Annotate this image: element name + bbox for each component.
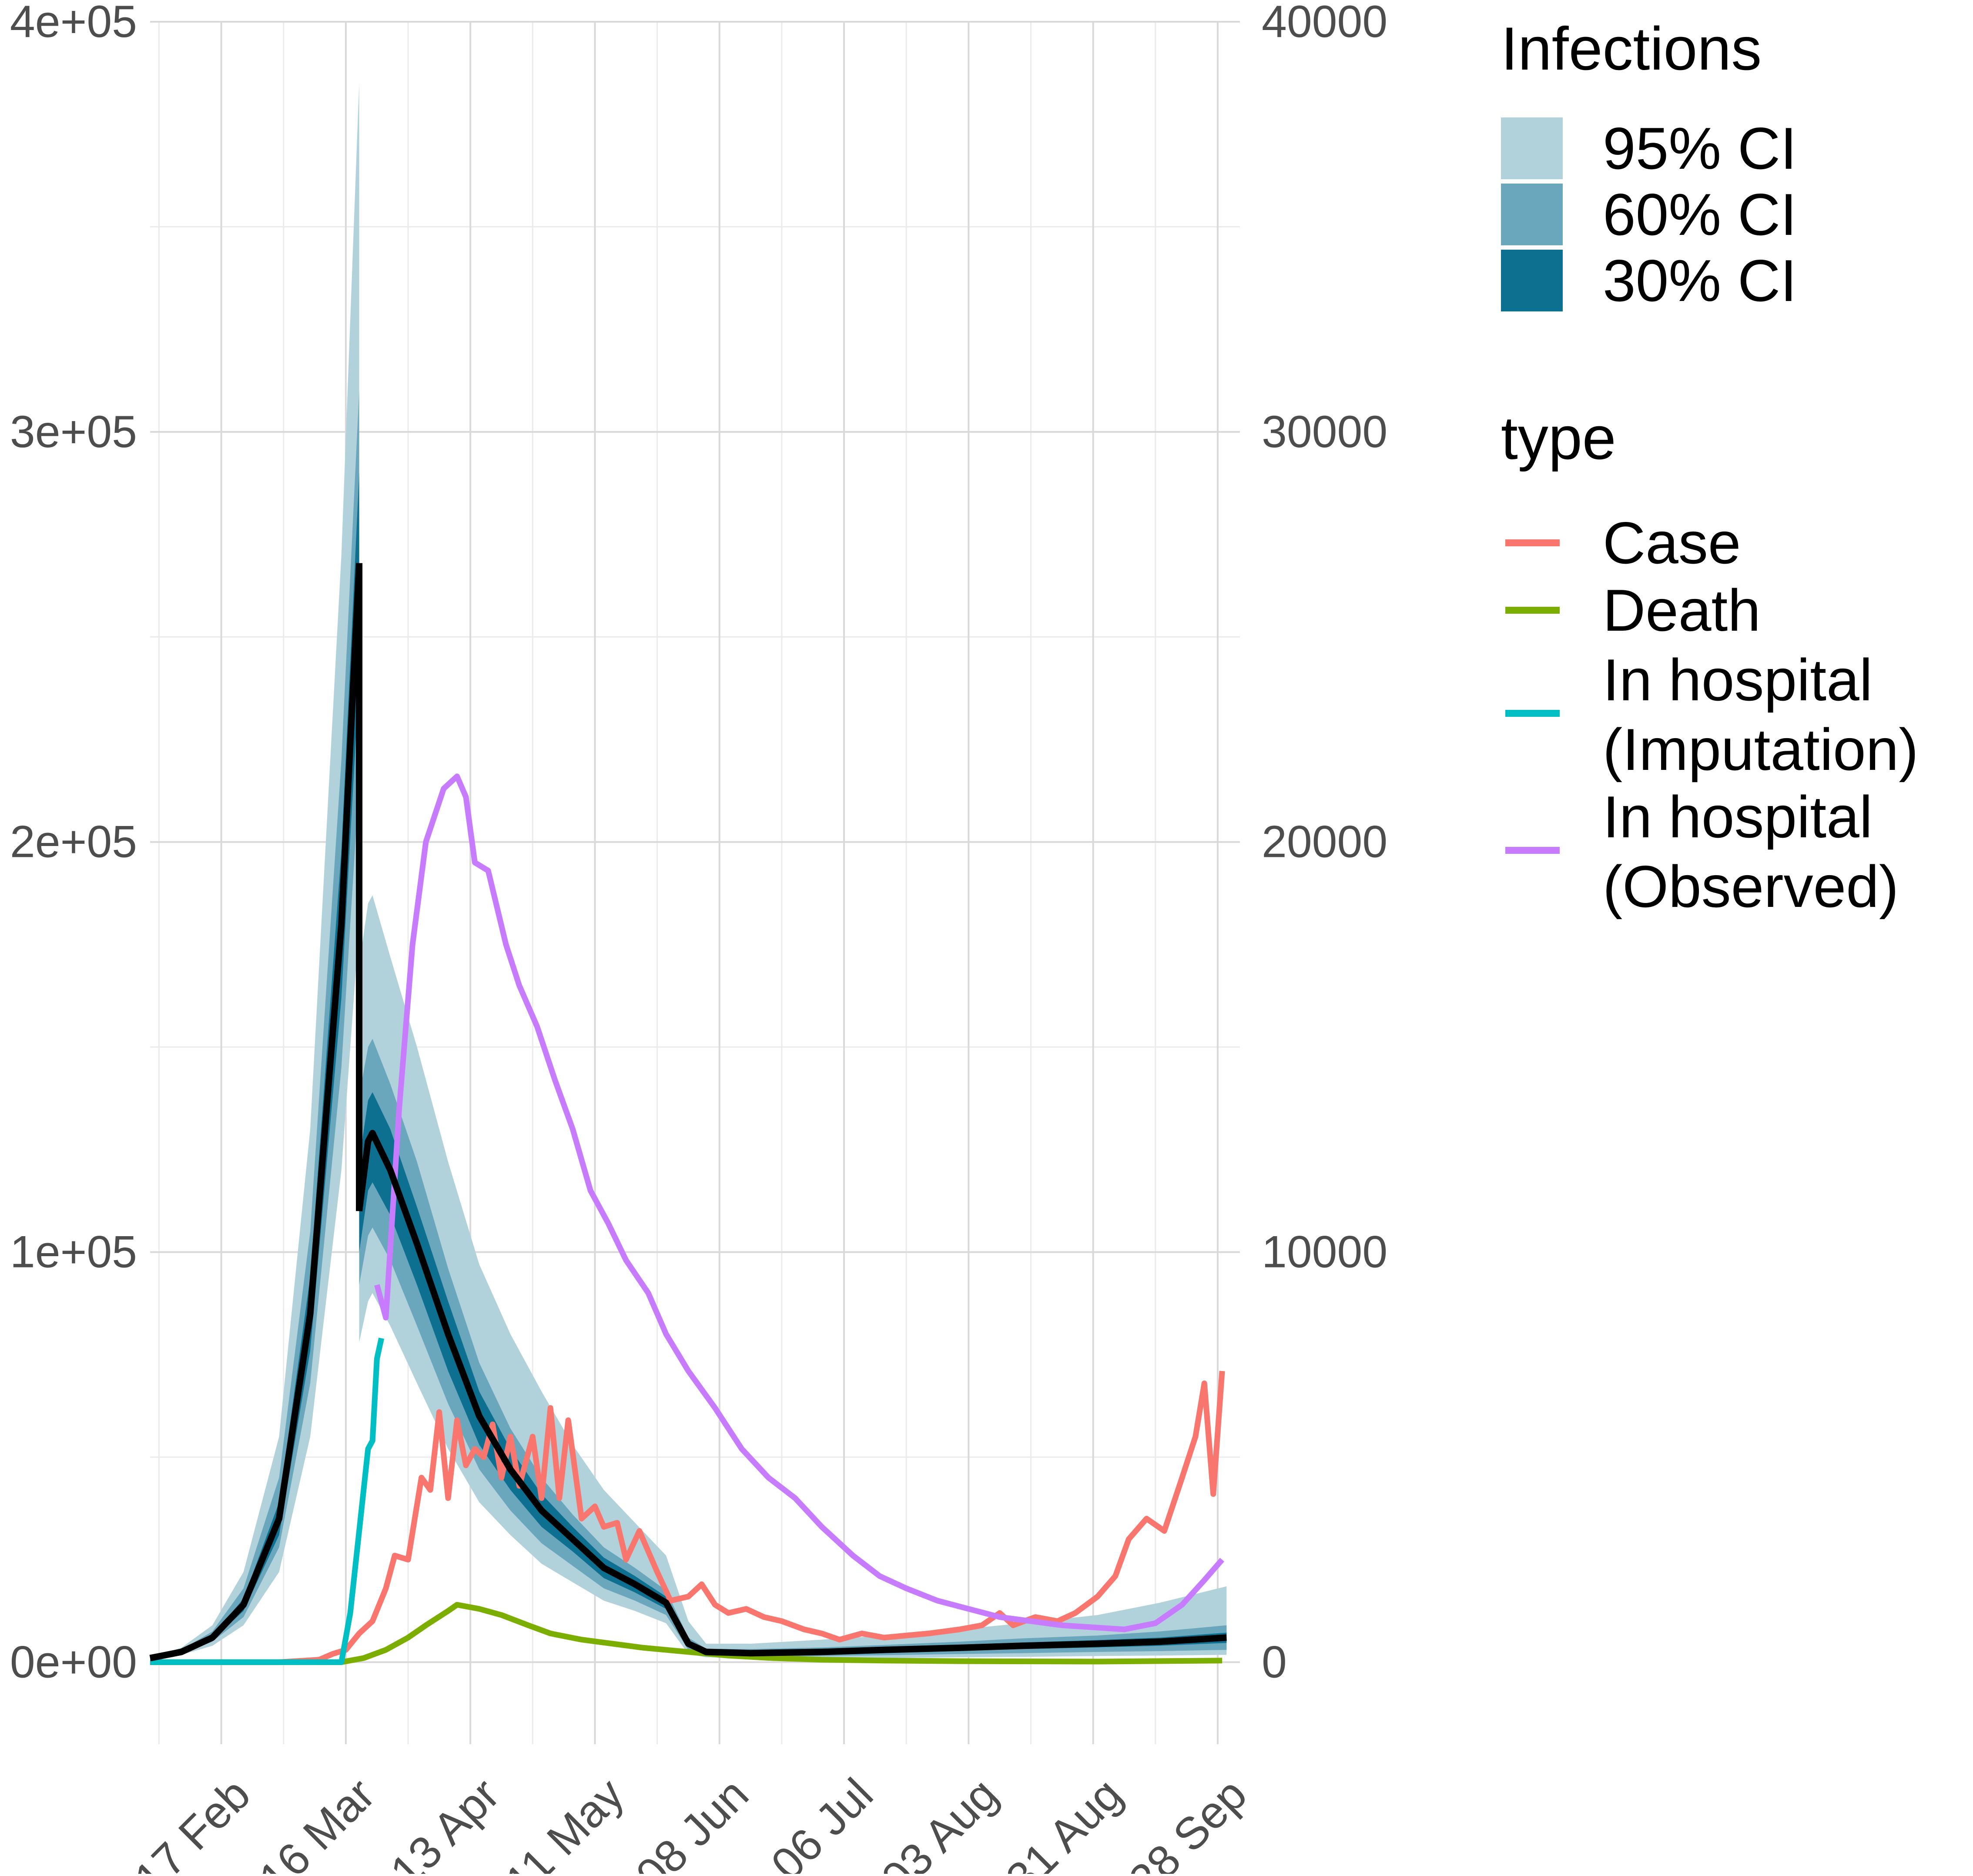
x-tick-label: 31 Aug [996,1769,1132,1874]
x-tick-label: 13 Apr [381,1769,509,1874]
y-left-tick-label: 0e+00 [10,1637,137,1687]
x-tick-label: 17 Feb [124,1769,260,1874]
legend-label-type: (Observed) [1603,853,1899,920]
series-layer [150,773,1225,1665]
y-left-tick-label: 2e+05 [10,817,137,867]
infection-ci-bands [150,83,1227,1659]
legend-label-ci: 95% CI [1603,115,1797,181]
y-right-tick-label: 10000 [1262,1227,1387,1277]
series-line-case [150,1371,1225,1665]
y-left-tick-label: 1e+05 [10,1227,137,1277]
x-tick-label: 28 Sep [1119,1769,1256,1874]
legend-title-infections: Infections [1501,14,1762,83]
y-right-tick-label: 40000 [1262,0,1387,47]
infection-median-layer [149,563,1227,1662]
legend-label-type: Case [1603,510,1741,576]
grid-layer [150,21,1240,1744]
legend-label-ci: 60% CI [1603,181,1797,247]
infection-ci95-band [150,83,359,1659]
x-tick-label: 08 Jun [626,1769,758,1874]
legend-label-type: In hospital [1603,647,1873,713]
legend-label-type: (Imputation) [1603,716,1919,783]
series-line-in-hospital-imputation [150,1338,385,1665]
legend-label-type: Death [1603,577,1761,643]
infection-median-line-1 [149,563,363,1662]
infection-ci30-band [150,473,359,1659]
series-line-death [150,1602,1223,1665]
legend-key-ci [1501,184,1563,245]
legend-label-type: In hospital [1603,784,1873,850]
x-tick-label: 06 Jul [762,1769,883,1874]
x-tick-label: 03 Aug [872,1769,1007,1874]
axis-layer: 0e+00 1e+05 2e+05 3e+05 4e+05 0 10000 20000 3000… [10,0,1387,1876]
y-left-tick-label: 3e+05 [10,407,137,457]
infection-ci60-band [150,391,359,1659]
y-right-tick-label: 20000 [1262,817,1387,867]
legend-title-type: type [1501,404,1616,472]
x-tick-label: 16 Mar [249,1769,385,1874]
y-right-tick-label: 0 [1262,1637,1287,1687]
x-tick-label: 11 May [496,1769,634,1874]
legend-label-ci: 30% CI [1603,247,1797,314]
infection-median-line-2 [356,1130,1227,1657]
y-right-tick-label: 30000 [1262,407,1387,457]
legend-key-ci [1501,117,1563,179]
series-line-in-hospital-observed [374,773,1225,1632]
infection-ci95-band [359,895,1227,1659]
legend-key-ci [1501,250,1563,311]
y-left-tick-label: 4e+05 [10,0,137,47]
